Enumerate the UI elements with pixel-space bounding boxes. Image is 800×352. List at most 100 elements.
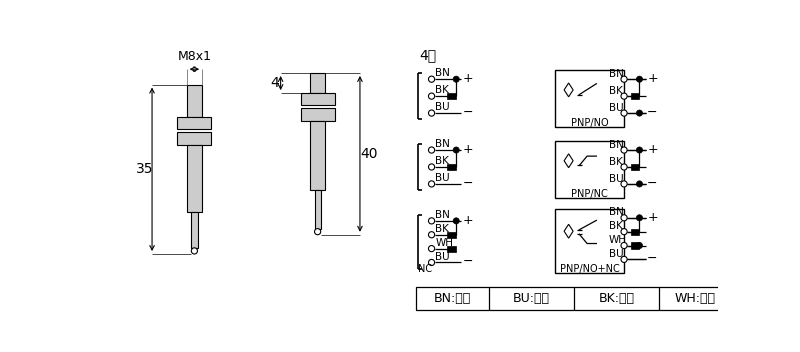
Text: BU: BU (435, 173, 450, 183)
Text: −: − (462, 255, 473, 268)
Text: −: − (647, 106, 658, 119)
Bar (310, 121, 326, 190)
Text: +: + (462, 214, 473, 227)
Text: BK: BK (435, 85, 450, 95)
Bar (630, 164, 639, 170)
Text: BK: BK (435, 224, 450, 234)
Circle shape (429, 93, 434, 99)
Text: PNP/NO: PNP/NO (570, 118, 608, 128)
Circle shape (314, 228, 321, 235)
Text: BK:黑色: BK:黑色 (598, 292, 634, 305)
Circle shape (621, 243, 627, 249)
Text: 4线: 4线 (419, 48, 436, 62)
Text: +: + (462, 143, 473, 156)
Bar (416, 287, 732, 310)
Polygon shape (564, 224, 573, 238)
Text: 4: 4 (270, 76, 279, 90)
Text: BU: BU (435, 252, 450, 262)
Text: BK: BK (609, 157, 622, 166)
Bar (630, 93, 639, 99)
Text: BN: BN (609, 69, 623, 79)
Text: BN: BN (435, 210, 450, 220)
Bar (554, 141, 624, 198)
Circle shape (429, 232, 434, 238)
Text: BU: BU (609, 249, 623, 259)
Circle shape (429, 164, 434, 170)
Text: −: − (647, 252, 658, 265)
Bar (301, 108, 334, 121)
Bar (447, 246, 456, 252)
Circle shape (621, 164, 627, 170)
Circle shape (636, 147, 642, 153)
Circle shape (429, 259, 434, 265)
Text: BU: BU (435, 102, 450, 112)
Bar (554, 70, 624, 127)
Text: BN: BN (609, 207, 623, 218)
Text: PNP/NC: PNP/NC (571, 189, 608, 199)
Text: −: − (462, 106, 473, 119)
Bar (314, 190, 322, 228)
Polygon shape (564, 83, 573, 97)
Circle shape (429, 147, 434, 153)
Bar (186, 84, 202, 117)
Circle shape (621, 93, 627, 99)
Circle shape (621, 76, 627, 82)
Circle shape (453, 147, 459, 153)
Circle shape (621, 147, 627, 153)
Circle shape (453, 218, 459, 224)
Text: NC: NC (418, 264, 432, 274)
Text: BN: BN (609, 140, 623, 150)
Circle shape (621, 110, 627, 116)
Text: WH: WH (609, 235, 626, 245)
Text: +: + (647, 143, 658, 156)
Text: BU: BU (609, 174, 623, 183)
Circle shape (636, 215, 642, 221)
Text: WH: WH (435, 238, 454, 248)
Text: −: − (647, 177, 658, 190)
Circle shape (429, 181, 434, 187)
Text: BN: BN (435, 139, 450, 149)
Text: BK: BK (435, 156, 450, 166)
Circle shape (453, 76, 459, 82)
Bar (630, 228, 639, 235)
Text: −: − (462, 177, 473, 190)
Text: PNP/NO+NC: PNP/NO+NC (559, 264, 619, 275)
Circle shape (621, 228, 627, 235)
Bar (310, 73, 326, 93)
Circle shape (621, 181, 627, 187)
Circle shape (636, 243, 642, 249)
Bar (447, 164, 456, 170)
Text: WH:白色: WH:白色 (674, 292, 716, 305)
Bar (191, 212, 198, 248)
Circle shape (621, 215, 627, 221)
Circle shape (636, 181, 642, 187)
Circle shape (429, 110, 434, 116)
Bar (178, 117, 211, 129)
Bar (630, 243, 639, 249)
Polygon shape (564, 154, 573, 168)
Circle shape (429, 76, 434, 82)
Circle shape (429, 218, 434, 224)
Text: BK: BK (609, 86, 622, 96)
Text: BN: BN (435, 68, 450, 78)
Bar (447, 93, 456, 99)
Circle shape (621, 256, 627, 263)
Bar (554, 208, 624, 273)
Bar (301, 93, 334, 105)
Text: +: + (647, 72, 658, 85)
Circle shape (429, 246, 434, 252)
Circle shape (636, 110, 642, 116)
Circle shape (191, 248, 198, 254)
Text: +: + (462, 72, 473, 85)
Text: 40: 40 (361, 147, 378, 161)
Text: M8x1: M8x1 (178, 50, 211, 63)
Text: +: + (647, 210, 658, 224)
Circle shape (636, 76, 642, 82)
Text: BU:兰色: BU:兰色 (513, 292, 550, 305)
Text: BU: BU (609, 103, 623, 113)
Text: 35: 35 (135, 162, 153, 176)
Text: BN:棕色: BN:棕色 (434, 292, 471, 305)
Bar (447, 232, 456, 238)
Bar (186, 145, 202, 212)
Text: BK: BK (609, 221, 622, 231)
